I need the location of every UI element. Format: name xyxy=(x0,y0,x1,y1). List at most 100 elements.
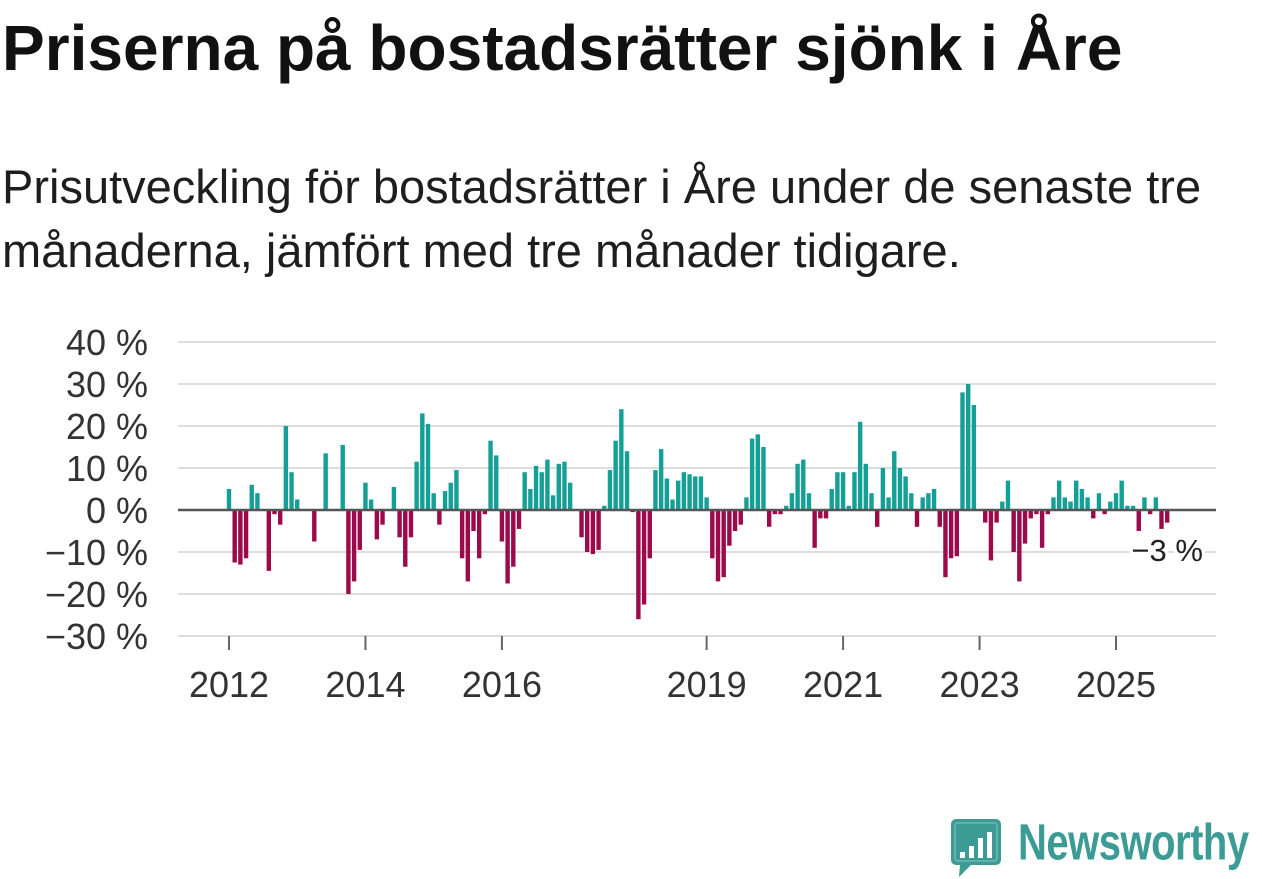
bar xyxy=(602,505,607,510)
bar xyxy=(778,510,783,515)
bar xyxy=(431,493,436,510)
bar xyxy=(903,476,908,510)
bar xyxy=(732,510,738,531)
bar xyxy=(1085,497,1090,510)
bar xyxy=(266,510,271,571)
bar xyxy=(340,444,345,510)
bar xyxy=(425,423,431,510)
bar xyxy=(403,510,408,567)
bar xyxy=(312,510,317,542)
bar xyxy=(414,461,419,510)
bar xyxy=(983,510,988,523)
y-tick-label: 20 % xyxy=(66,406,148,447)
bar xyxy=(892,451,897,510)
bar xyxy=(232,510,237,563)
bar xyxy=(835,472,840,510)
bar xyxy=(522,472,527,510)
bars xyxy=(226,384,1170,620)
y-tick-label: −20 % xyxy=(45,574,148,615)
bar xyxy=(437,510,442,525)
bar xyxy=(857,421,863,510)
bar xyxy=(516,510,522,529)
bar xyxy=(295,499,300,510)
newsworthy-logo-icon xyxy=(951,819,1001,877)
bar xyxy=(1056,480,1062,510)
bar xyxy=(1125,505,1130,510)
bar xyxy=(681,472,687,510)
bar xyxy=(715,510,721,582)
bar xyxy=(550,495,556,510)
bar xyxy=(766,510,772,527)
bar xyxy=(1079,489,1085,510)
latest-value-annotation: −3 % xyxy=(1131,533,1203,568)
bar xyxy=(897,468,903,510)
bar xyxy=(408,510,414,538)
bar xyxy=(806,493,812,510)
bar xyxy=(943,510,948,578)
bar xyxy=(988,510,994,561)
bar xyxy=(624,451,630,510)
y-tick-label: −10 % xyxy=(45,532,148,573)
logo-bar xyxy=(978,838,983,858)
bar xyxy=(1039,510,1045,548)
bar xyxy=(494,455,499,510)
bar xyxy=(533,465,539,510)
bar xyxy=(596,510,601,550)
bar xyxy=(619,409,624,510)
bar xyxy=(937,510,942,527)
bar xyxy=(823,510,829,519)
bar xyxy=(380,510,385,525)
bar xyxy=(545,459,550,510)
chart-title: Priserna på bostadsrätter sjönk i Åre xyxy=(2,12,1123,84)
x-tick-label: 2019 xyxy=(667,664,747,705)
bar xyxy=(346,510,351,594)
bar xyxy=(567,482,573,510)
bar xyxy=(1119,480,1124,510)
y-axis-labels: 40 %30 %20 %10 %0 %−10 %−20 %−30 % xyxy=(45,322,148,657)
bar xyxy=(289,472,294,510)
bar xyxy=(238,510,243,565)
bar xyxy=(511,510,516,567)
bar xyxy=(965,384,971,510)
bar xyxy=(710,510,715,559)
bar xyxy=(243,510,249,559)
bar xyxy=(880,468,886,510)
newsworthy-logo-text: Newsworthy xyxy=(1018,814,1249,872)
bar xyxy=(909,493,914,510)
bar xyxy=(1102,510,1107,515)
bar xyxy=(801,459,806,510)
bar xyxy=(789,493,795,510)
bar xyxy=(1051,497,1056,510)
bar xyxy=(1142,497,1147,510)
bar xyxy=(528,489,533,510)
bar xyxy=(323,453,328,510)
bar xyxy=(607,470,613,510)
y-tick-label: 40 % xyxy=(66,322,148,363)
bar xyxy=(795,463,800,510)
bar xyxy=(693,476,698,510)
bar xyxy=(1011,510,1016,552)
bar xyxy=(1164,510,1170,523)
bar xyxy=(840,472,846,510)
bar xyxy=(579,510,584,538)
bar xyxy=(852,472,857,510)
bar xyxy=(784,505,789,510)
bar xyxy=(886,497,891,510)
bar xyxy=(1130,505,1136,510)
bar xyxy=(1028,510,1033,519)
bar xyxy=(505,510,510,584)
y-tick-label: 30 % xyxy=(66,364,148,405)
bar xyxy=(636,510,641,620)
bar xyxy=(846,505,851,510)
bar xyxy=(1113,493,1119,510)
bar xyxy=(1068,501,1073,510)
bar xyxy=(641,510,647,605)
bar xyxy=(482,510,488,515)
x-tick-label: 2025 xyxy=(1076,664,1156,705)
bar xyxy=(249,484,254,510)
bar xyxy=(653,470,658,510)
bar xyxy=(368,499,374,510)
bar xyxy=(1005,480,1011,510)
bar xyxy=(818,510,823,519)
bar xyxy=(420,413,425,510)
